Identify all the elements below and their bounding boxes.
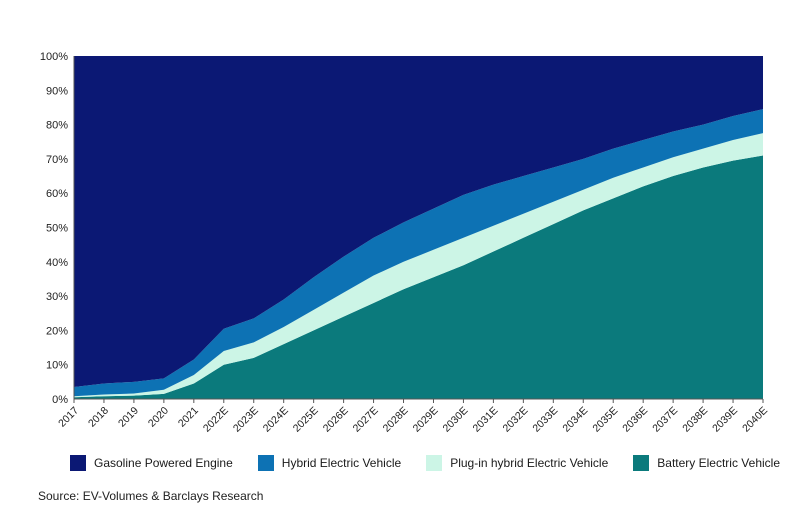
x-tick-label: 2036E [620, 405, 650, 435]
y-tick-label: 70% [46, 154, 68, 166]
y-tick-label: 20% [46, 325, 68, 337]
x-tick-label: 2029E [411, 405, 441, 435]
area-battery-electric-vehicle [74, 155, 763, 399]
legend-swatch-plugin-hybrid [426, 455, 443, 471]
x-tick-label: 2039E [710, 405, 740, 435]
legend-swatch-battery [633, 455, 650, 471]
area-hybrid-electric-vehicle [74, 109, 763, 397]
x-tick-label: 2035E [590, 405, 620, 435]
y-tick-label: 100% [40, 51, 68, 63]
x-tick-label: 2017 [56, 404, 81, 429]
legend-item-gasoline: Gasoline Powered Engine [70, 455, 233, 471]
y-tick-label: 80% [46, 120, 68, 132]
x-tick-label: 2020 [146, 404, 171, 429]
y-tick-label: 0% [52, 394, 68, 406]
legend-swatch-gasoline [70, 455, 86, 471]
x-tick-label: 2031E [471, 405, 501, 435]
legend-label-battery: Battery Electric Vehicle [657, 456, 780, 470]
x-tick-label: 2025E [291, 405, 321, 435]
x-tick-label: 2019 [116, 404, 141, 429]
y-tick-label: 10% [46, 360, 68, 372]
x-tick-label: 2040E [740, 405, 770, 435]
legend-item-hybrid: Hybrid Electric Vehicle [257, 455, 402, 471]
x-tick-label: 2027E [351, 405, 381, 435]
y-tick-label: 30% [46, 291, 68, 303]
x-tick-label: 2028E [381, 405, 411, 435]
x-tick-label: 2023E [231, 405, 261, 435]
area-plug-in-hybrid-electric-vehicle [74, 133, 763, 398]
x-tick-label: 2034E [560, 405, 590, 435]
y-tick-label: 40% [46, 257, 68, 269]
y-tick-label: 50% [46, 223, 68, 235]
y-tick-label: 60% [46, 188, 68, 200]
legend-label-hybrid: Hybrid Electric Vehicle [281, 456, 402, 470]
x-tick-label: 2026E [321, 405, 351, 435]
legend-label-gasoline: Gasoline Powered Engine [94, 456, 233, 470]
x-tick-label: 2038E [680, 405, 710, 435]
legend-item-battery: Battery Electric Vehicle [633, 455, 780, 471]
y-tick-label: 90% [46, 85, 68, 97]
x-tick-label: 2024E [261, 405, 291, 435]
legend-item-plugin-hybrid: Plug-in hybrid Electric Vehicle [426, 455, 608, 471]
chart-legend: Gasoline Powered Engine Hybrid Electric … [70, 452, 780, 474]
legend-swatch-hybrid [257, 455, 274, 471]
source-note: Source: EV-Volumes & Barclays Research [38, 489, 264, 503]
x-tick-label: 2032E [500, 405, 530, 435]
legend-label-plugin-hybrid: Plug-in hybrid Electric Vehicle [450, 456, 609, 470]
x-tick-label: 2022E [201, 405, 231, 435]
stacked-area-chart: 0%10%20%30%40%50%60%70%80%90%100% 2017 20… [40, 51, 770, 435]
x-tick-label: 2021 [176, 404, 201, 429]
x-tick-label: 2033E [530, 405, 560, 435]
x-tick-label: 2037E [650, 405, 680, 435]
x-tick-label: 2030E [441, 405, 471, 435]
area-gasoline-powered-engine [74, 56, 763, 387]
x-tick-label: 2018 [86, 404, 111, 429]
